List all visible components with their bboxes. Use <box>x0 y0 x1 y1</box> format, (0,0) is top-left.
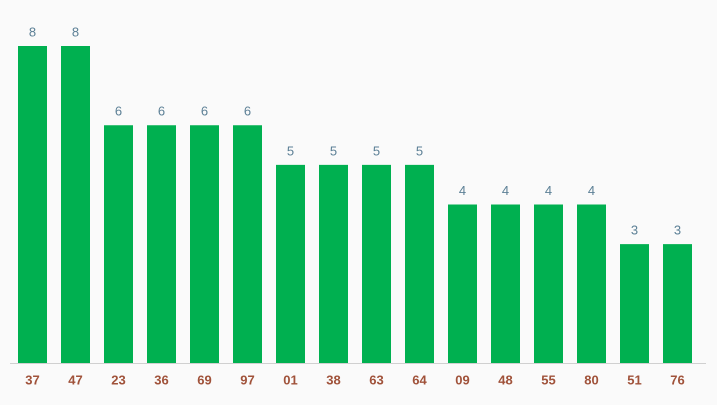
bar <box>577 204 606 363</box>
value-label: 6 <box>115 104 122 119</box>
category-label: 01 <box>283 372 297 387</box>
category-label: 36 <box>154 372 168 387</box>
category-label: 64 <box>412 372 427 387</box>
bar <box>190 125 219 363</box>
value-label: 4 <box>459 183 466 198</box>
category-label: 09 <box>455 372 469 387</box>
bar <box>276 164 305 363</box>
value-label: 5 <box>287 143 294 158</box>
bar <box>233 125 262 363</box>
value-label: 4 <box>502 183 509 198</box>
bar <box>319 164 348 363</box>
category-label: 76 <box>670 372 684 387</box>
category-label: 38 <box>326 372 340 387</box>
category-label: 47 <box>68 372 82 387</box>
bar <box>491 204 520 363</box>
bar <box>663 244 692 363</box>
bar <box>147 125 176 363</box>
category-label: 51 <box>627 372 641 387</box>
value-label: 4 <box>588 183 595 198</box>
category-label: 80 <box>584 372 598 387</box>
value-label: 5 <box>416 143 423 158</box>
value-label: 5 <box>373 143 380 158</box>
category-label: 97 <box>240 372 254 387</box>
category-label: 23 <box>111 372 125 387</box>
bar <box>448 204 477 363</box>
category-label: 63 <box>369 372 383 387</box>
bar <box>620 244 649 363</box>
value-label: 6 <box>201 104 208 119</box>
value-label: 8 <box>29 24 36 39</box>
bar <box>362 164 391 363</box>
bar <box>61 46 90 363</box>
category-label: 69 <box>197 372 211 387</box>
value-label: 3 <box>674 223 681 238</box>
value-label: 6 <box>244 104 251 119</box>
value-label: 3 <box>631 223 638 238</box>
bar <box>18 46 47 363</box>
bar <box>104 125 133 363</box>
bar <box>534 204 563 363</box>
bar <box>405 164 434 363</box>
value-label: 5 <box>330 143 337 158</box>
category-label: 48 <box>498 372 512 387</box>
category-label: 37 <box>25 372 39 387</box>
category-label: 55 <box>541 372 555 387</box>
value-label: 6 <box>158 104 165 119</box>
value-label: 4 <box>545 183 552 198</box>
value-label: 8 <box>72 24 79 39</box>
